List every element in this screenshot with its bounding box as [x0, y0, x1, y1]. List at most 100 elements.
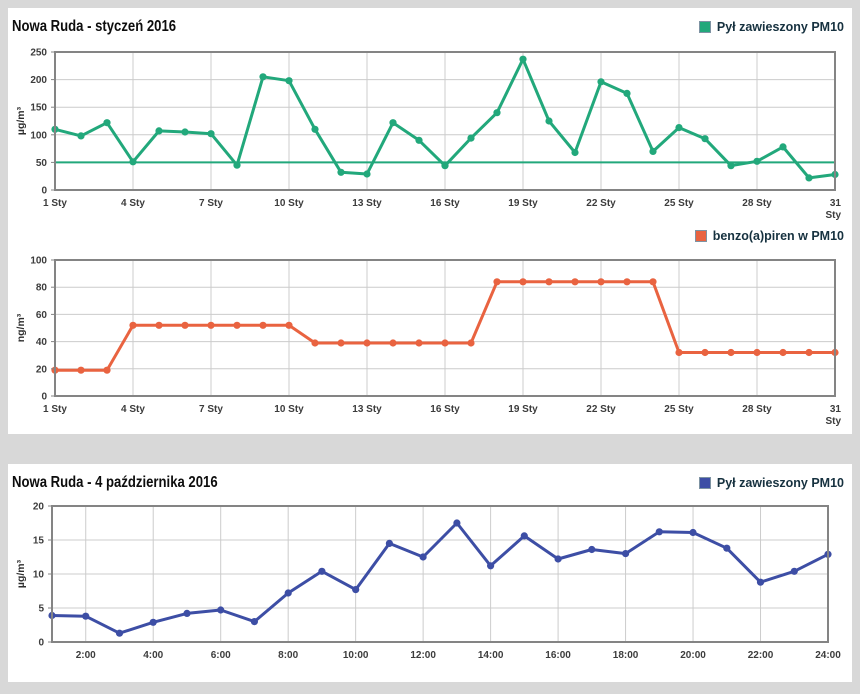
data-point [363, 339, 371, 347]
data-point [285, 321, 293, 329]
data-point [467, 134, 475, 142]
data-point [805, 174, 813, 182]
data-point [285, 77, 293, 85]
legend-benzo: benzo(a)piren w PM10 [694, 227, 844, 245]
data-point [588, 545, 596, 554]
y-tick-label: 40 [36, 337, 48, 348]
data-point [103, 119, 111, 127]
data-point [284, 589, 292, 597]
data-point [415, 339, 423, 347]
x-tick-label: 10 Sty [274, 198, 304, 209]
data-point [790, 567, 798, 575]
data-point [77, 132, 85, 140]
data-point [779, 143, 787, 151]
data-point [623, 278, 631, 286]
x-tick-label: 14:00 [478, 650, 504, 661]
plot-frame [54, 259, 836, 397]
data-point [467, 339, 475, 347]
data-point [318, 567, 326, 575]
y-axis-unit-label: ng/m³ [15, 313, 27, 342]
data-point [103, 366, 111, 374]
y-axis-unit-label: µg/m³ [15, 106, 27, 135]
data-point [337, 168, 345, 176]
data-point [415, 136, 423, 144]
y-tick-label: 10 [33, 570, 45, 581]
pm10-january-swatch [698, 21, 711, 33]
x-tick-label: 28 Sty [742, 198, 772, 209]
data-point [727, 162, 735, 170]
data-point [259, 321, 267, 329]
data-point [597, 78, 605, 86]
y-tick-label: 0 [41, 392, 47, 403]
x-tick-label: 12:00 [410, 650, 436, 661]
pm10-october-legend-label: Pył zawieszony PM10 [716, 476, 844, 490]
x-tick-label: 24:00 [815, 650, 841, 661]
data-point [129, 158, 137, 166]
data-point [545, 117, 553, 125]
section-october-title: Nowa Ruda - 4 października 2016 [12, 474, 218, 491]
x-tick-label: 6:00 [211, 650, 231, 661]
data-point [419, 553, 427, 561]
data-point [623, 89, 631, 97]
y-tick-label: 150 [30, 103, 47, 114]
x-tick-label: 18:00 [613, 650, 639, 661]
data-point [805, 348, 813, 357]
data-point [597, 278, 605, 286]
data-point [217, 606, 225, 614]
y-tick-label: 250 [30, 48, 47, 59]
data-point [487, 562, 495, 570]
x-tick-label: 19 Sty [508, 198, 538, 209]
data-point [207, 321, 215, 329]
x-tick-label: 25 Sty [664, 198, 694, 209]
data-point [363, 170, 371, 178]
data-point [82, 612, 90, 620]
data-point [519, 278, 527, 286]
x-tick-label: 25 Sty [664, 404, 694, 415]
data-point [520, 532, 528, 540]
data-point [129, 321, 137, 329]
data-point [723, 544, 731, 552]
legend-row-benzo: benzo(a)piren w PM10 [8, 226, 852, 246]
data-point [233, 321, 241, 329]
data-point [155, 321, 163, 329]
x-tick-label: 13 Sty [352, 198, 382, 209]
data-point [655, 528, 663, 536]
data-point [441, 339, 449, 347]
x-tick-label: 10:00 [343, 650, 369, 661]
x-tick-label: 22:00 [748, 650, 774, 661]
x-tick-label: 31 Sty [825, 404, 841, 427]
x-tick-label: 31 Sty [825, 198, 841, 221]
data-point [493, 278, 501, 286]
data-point [441, 162, 449, 170]
data-point [649, 147, 657, 155]
data-point [545, 278, 553, 286]
data-point [389, 339, 397, 347]
x-tick-label: 7 Sty [199, 404, 223, 415]
y-tick-label: 50 [36, 158, 48, 169]
data-point [779, 348, 787, 357]
x-tick-label: 28 Sty [742, 404, 772, 415]
data-point [701, 348, 709, 357]
data-point [115, 629, 124, 637]
y-tick-label: 200 [30, 75, 47, 86]
data-point [233, 161, 241, 169]
section-january-title: Nowa Ruda - styczeń 2016 [12, 18, 177, 35]
x-tick-label: 8:00 [278, 650, 298, 661]
y-tick-label: 15 [33, 536, 45, 547]
x-tick-label: 7 Sty [199, 198, 223, 209]
section-october-header: Nowa Ruda - 4 października 2016 Pył zawi… [8, 468, 852, 494]
data-point [453, 519, 461, 527]
data-point [77, 366, 85, 374]
section-january-header: Nowa Ruda - styczeń 2016 Pył zawieszony … [8, 12, 852, 38]
x-tick-label: 16 Sty [430, 404, 460, 415]
data-point [554, 555, 562, 563]
benzo-chart: 0 20 40 60 80 100 1 Sty 4 Sty 7 Sty 10 Sty 13 Sty 1… [15, 256, 841, 428]
y-tick-label: 20 [33, 502, 45, 513]
y-axis-unit-label: µg/m³ [15, 559, 27, 588]
data-point [352, 586, 360, 594]
data-point [207, 130, 215, 138]
data-point [337, 339, 345, 347]
data-point [727, 348, 735, 357]
x-tick-label: 10 Sty [274, 404, 304, 415]
y-tick-label: 100 [30, 256, 47, 267]
